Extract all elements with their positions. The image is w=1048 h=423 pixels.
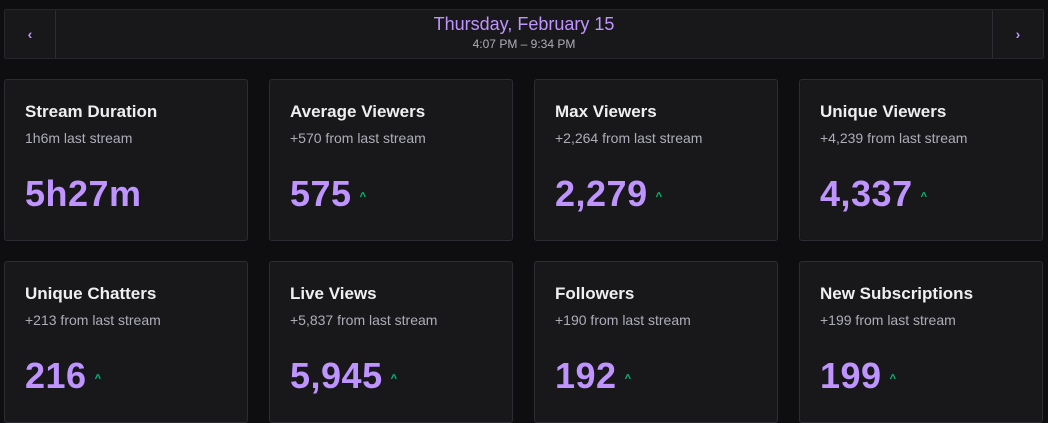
trend-up-icon: ^ — [624, 373, 632, 385]
stat-value-row: 216 ^ — [25, 355, 101, 397]
stat-value: 192 — [555, 355, 617, 396]
stat-value-row: 2,279 ^ — [555, 173, 662, 215]
stat-comparison: +213 from last stream — [25, 312, 161, 328]
stat-comparison: +5,837 from last stream — [290, 312, 438, 328]
stat-card-unique-chatters: Unique Chatters +213 from last stream 21… — [4, 261, 248, 423]
stream-date-display: Thursday, February 15 4:07 PM – 9:34 PM — [55, 10, 993, 58]
date-navigator: ‹ Thursday, February 15 4:07 PM – 9:34 P… — [4, 9, 1044, 59]
stat-value: 5h27m — [25, 173, 142, 214]
stat-card-new-subscriptions: New Subscriptions +199 from last stream … — [799, 261, 1043, 423]
stat-value: 199 — [820, 355, 882, 396]
stat-value-row: 192 ^ — [555, 355, 631, 397]
stat-card-stream-duration: Stream Duration 1h6m last stream 5h27m — [4, 79, 248, 241]
trend-up-icon: ^ — [655, 191, 663, 203]
stat-title: Stream Duration — [25, 102, 158, 121]
stat-value: 2,279 — [555, 173, 648, 214]
stat-card-max-viewers: Max Viewers +2,264 from last stream 2,27… — [534, 79, 778, 241]
previous-stream-button[interactable]: ‹ — [5, 10, 56, 58]
stream-date: Thursday, February 15 — [433, 14, 615, 34]
stat-value-row: 5h27m — [25, 173, 142, 215]
stat-value-row: 199 ^ — [820, 355, 896, 397]
stat-value-row: 575 ^ — [290, 173, 366, 215]
stat-value: 575 — [290, 173, 352, 214]
stat-comparison: +4,239 from last stream — [820, 130, 968, 146]
stat-title: Live Views — [290, 284, 377, 303]
stat-comparison: +199 from last stream — [820, 312, 956, 328]
stat-value-row: 5,945 ^ — [290, 355, 397, 397]
stat-comparison: 1h6m last stream — [25, 130, 133, 146]
trend-up-icon: ^ — [390, 373, 398, 385]
stat-title: Unique Chatters — [25, 284, 157, 303]
stat-card-live-views: Live Views +5,837 from last stream 5,945… — [269, 261, 513, 423]
stream-time-range: 4:07 PM – 9:34 PM — [472, 37, 576, 51]
stat-card-followers: Followers +190 from last stream 192 ^ — [534, 261, 778, 423]
trend-up-icon: ^ — [889, 373, 897, 385]
stat-comparison: +570 from last stream — [290, 130, 426, 146]
stat-comparison: +2,264 from last stream — [555, 130, 703, 146]
stat-value: 4,337 — [820, 173, 913, 214]
stat-title: Max Viewers — [555, 102, 657, 121]
next-stream-button[interactable]: › — [992, 10, 1043, 58]
stat-card-average-viewers: Average Viewers +570 from last stream 57… — [269, 79, 513, 241]
stat-title: Unique Viewers — [820, 102, 947, 121]
stat-value-row: 4,337 ^ — [820, 173, 927, 215]
chevron-right-icon: › — [1015, 26, 1021, 42]
stat-title: New Subscriptions — [820, 284, 974, 303]
stat-value: 216 — [25, 355, 87, 396]
chevron-left-icon: ‹ — [27, 26, 33, 42]
stat-comparison: +190 from last stream — [555, 312, 691, 328]
stat-value: 5,945 — [290, 355, 383, 396]
trend-up-icon: ^ — [920, 191, 928, 203]
stat-title: Followers — [555, 284, 635, 303]
stat-title: Average Viewers — [290, 102, 426, 121]
trend-up-icon: ^ — [359, 191, 367, 203]
stat-card-unique-viewers: Unique Viewers +4,239 from last stream 4… — [799, 79, 1043, 241]
trend-up-icon: ^ — [94, 373, 102, 385]
